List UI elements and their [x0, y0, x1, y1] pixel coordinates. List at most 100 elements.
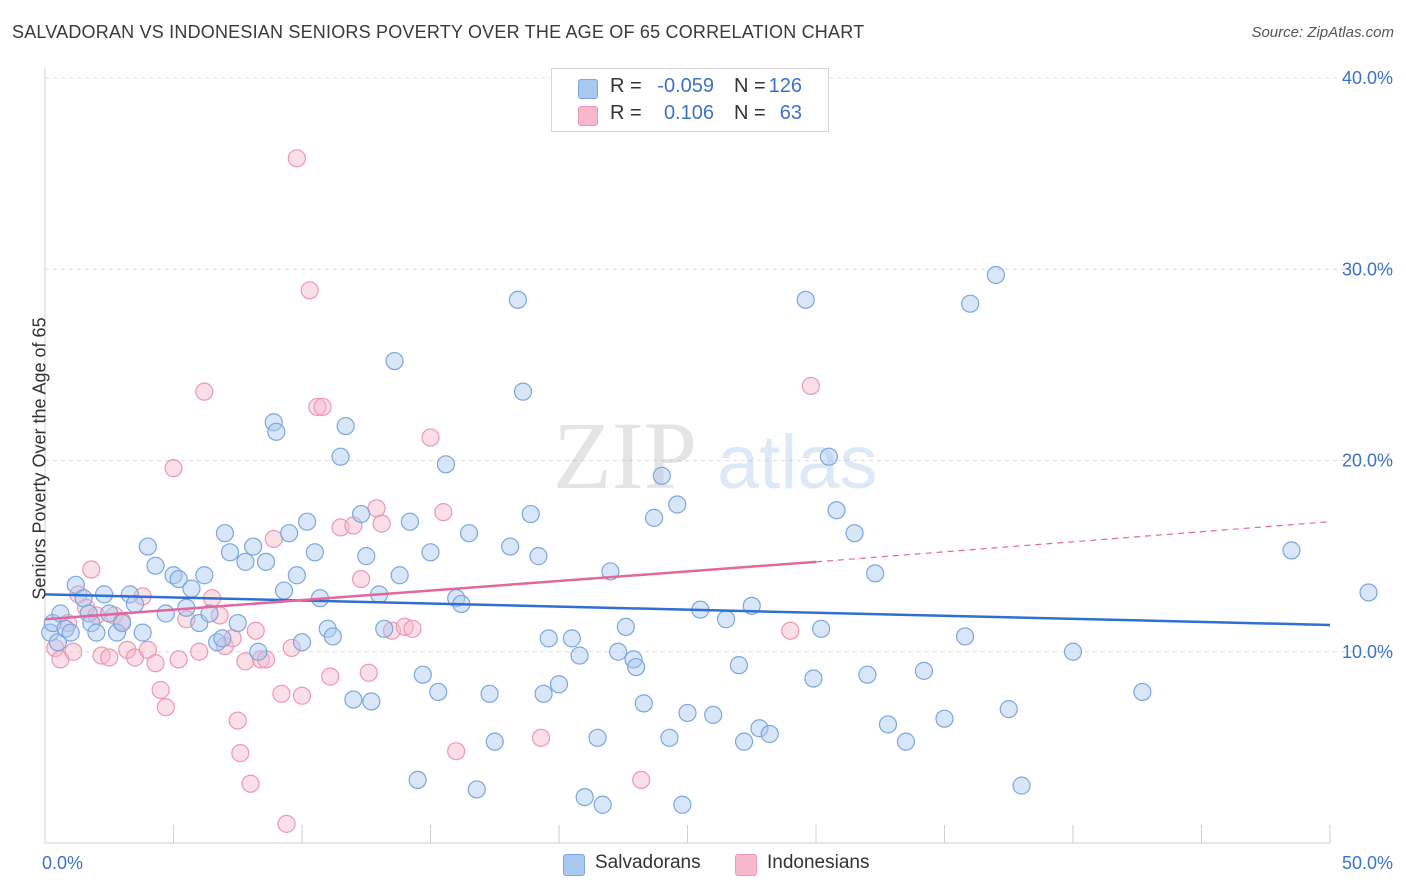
salvadoran-point	[935, 709, 954, 728]
salvadoran-point	[609, 642, 628, 661]
salvadoran-point	[521, 504, 540, 524]
indonesian-point	[256, 650, 276, 669]
salvadoran-point	[390, 566, 409, 585]
salvadoran-point	[169, 569, 188, 589]
correlation-legend: R = -0.059 N = 126 R = 0.106 N = 63	[551, 68, 829, 132]
salvadoran-point	[729, 656, 749, 675]
indonesian-point	[236, 652, 255, 671]
salvadoran-point	[760, 724, 779, 744]
salvadoran-point	[87, 623, 106, 642]
salvadoran-point	[827, 501, 846, 520]
legend-n-label: N =	[734, 75, 766, 97]
salvadoran-point	[575, 787, 594, 807]
salvadoran-point	[244, 537, 263, 556]
indonesian-point	[531, 728, 551, 747]
salvadoran-point	[459, 524, 479, 543]
legend-swatch-pink	[578, 106, 598, 126]
salvadoran-point	[385, 351, 404, 371]
salvadoran-point	[652, 466, 671, 485]
salvadoran-point	[955, 627, 975, 646]
legend-r-label: R =	[610, 102, 642, 124]
salvadoran-point	[298, 512, 317, 531]
indonesians-trend-line	[44, 560, 817, 621]
bottom-legend-swatch-blue	[563, 854, 585, 876]
salvadoran-point	[644, 508, 664, 527]
salvadoran-point	[914, 661, 934, 680]
axes	[44, 68, 1331, 844]
bottom-legend-label: Indonesians	[767, 852, 870, 873]
salvadoran-point	[74, 589, 93, 608]
salvadoran-point	[357, 547, 376, 566]
salvadoran-point	[228, 613, 247, 633]
salvadoran-point	[508, 290, 527, 309]
salvadorans-trend-line	[44, 593, 1331, 627]
legend-n-value: 126	[768, 75, 802, 97]
salvadoran-point	[593, 795, 612, 814]
salvadoran-point	[429, 682, 448, 702]
indonesian-point	[138, 640, 157, 659]
salvadoran-point	[858, 665, 877, 684]
salvadoran-point	[668, 495, 687, 514]
indonesian-point	[352, 569, 371, 589]
bottom-legend-label: Salvadorans	[595, 852, 701, 873]
watermark-zip: ZIP	[553, 402, 697, 509]
legend-r-label: R =	[610, 75, 642, 97]
salvadoran-point	[236, 552, 255, 571]
legend-r-value: -0.059	[657, 75, 714, 97]
indonesian-point	[313, 397, 332, 417]
salvadoran-point	[513, 382, 533, 401]
salvadoran-point	[107, 623, 127, 642]
salvadoran-point	[352, 504, 371, 524]
salvadoran-point	[660, 728, 679, 747]
indonesian-point	[151, 680, 170, 700]
indonesian-point	[118, 640, 137, 659]
salvadoran-point	[48, 633, 67, 652]
x-tick-label: 0.0%	[42, 853, 83, 873]
indonesian-point	[403, 619, 422, 638]
salvadoran-point	[961, 294, 980, 313]
legend-n-value: 63	[779, 102, 802, 124]
salvadoran-point	[678, 703, 697, 723]
salvadoran-point	[331, 447, 350, 466]
indonesian-point	[447, 742, 466, 761]
indonesian-point	[277, 814, 296, 833]
salvadoran-point	[195, 566, 214, 585]
indonesian-point	[241, 774, 260, 793]
salvadoran-point	[804, 669, 823, 688]
indonesian-point	[434, 503, 453, 522]
indonesian-point	[282, 638, 301, 658]
salvadoran-point	[616, 617, 635, 636]
salvadoran-point	[421, 543, 440, 562]
salvadoran-point	[716, 610, 736, 629]
salvadoran-point	[796, 290, 815, 309]
salvadoran-point	[95, 585, 114, 604]
indonesian-point	[300, 281, 319, 300]
salvadoran-point	[501, 537, 520, 556]
salvadoran-point	[375, 619, 394, 638]
salvadoran-point	[220, 543, 240, 562]
salvadoran-point	[588, 728, 607, 747]
indonesian-point	[272, 684, 291, 703]
salvadoran-point	[485, 732, 504, 751]
source-label: Source: ZipAtlas.com	[1251, 24, 1394, 41]
tick-labels: 10.0% 20.0% 30.0% 40.0% 0.0% 50.0%	[42, 68, 1393, 873]
salvadoran-point	[634, 694, 653, 713]
salvadoran-point	[1133, 682, 1152, 702]
salvadoran-point	[539, 629, 558, 648]
salvadoran-point	[274, 581, 294, 600]
salvadoran-point	[1012, 776, 1031, 795]
salvadoran-point	[146, 556, 165, 575]
indonesian-point	[169, 650, 188, 669]
salvadoran-point	[138, 537, 157, 556]
salvadoran-point	[61, 623, 80, 642]
legend-row-salvadorans: R = -0.059 N = 126	[552, 75, 828, 101]
indonesian-point	[82, 560, 101, 579]
indonesian-point	[372, 514, 391, 533]
indonesian-point	[228, 711, 247, 730]
salvadoran-point	[673, 795, 692, 814]
salvadoran-point	[1063, 642, 1083, 661]
salvadoran-point	[125, 594, 145, 614]
salvadoran-point	[267, 422, 286, 441]
indonesian-point	[231, 744, 250, 763]
